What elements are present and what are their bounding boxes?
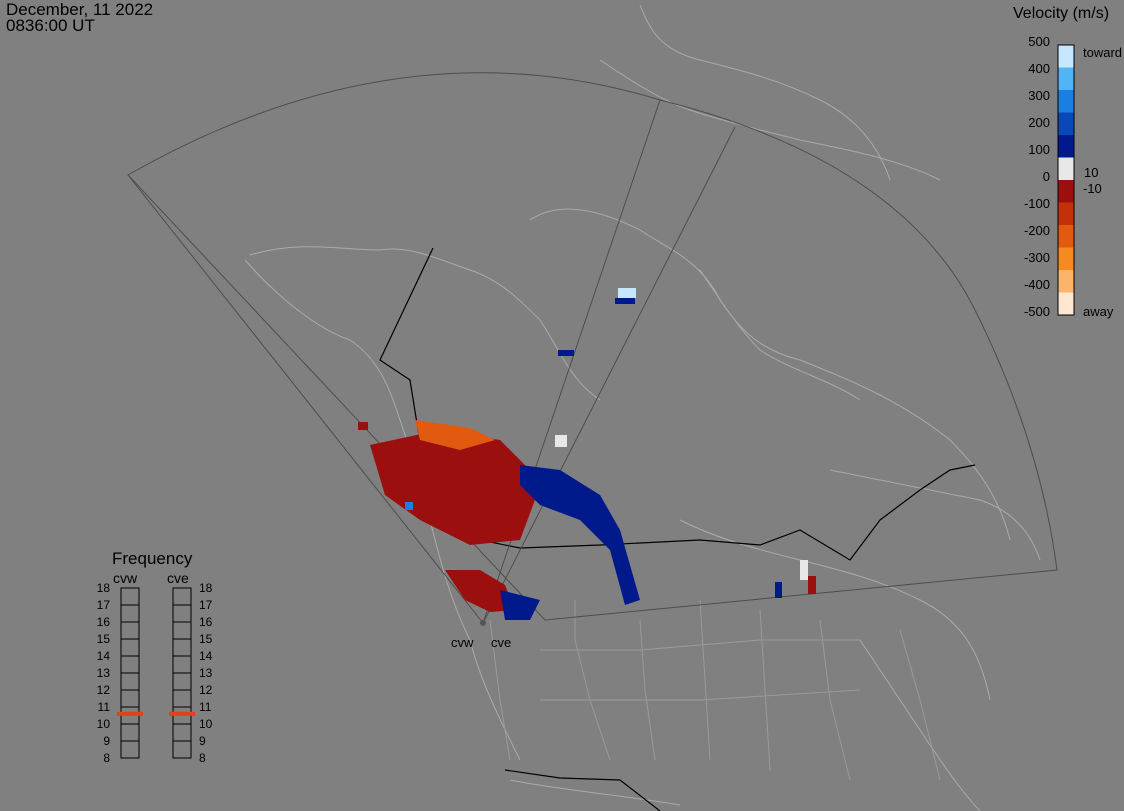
colorbar-swatch	[1058, 67, 1074, 91]
colorbar-swatch	[1058, 90, 1074, 113]
colorbar-swatch	[1058, 45, 1074, 68]
cve-frequency-tick: 9	[199, 734, 206, 748]
frequency-cell	[172, 672, 192, 691]
cvw-frequency-tick: 8	[103, 751, 110, 765]
colorbar-tick: -200	[1023, 223, 1050, 238]
velocity-returns	[358, 288, 816, 620]
cve-frequency-tick: 14	[199, 649, 213, 663]
cvw-frequency-tick: 11	[97, 700, 110, 714]
cvw-frequency-tick: 12	[96, 683, 110, 697]
away-label: away	[1083, 304, 1114, 319]
frequency-panel	[117, 587, 195, 759]
colorbar-swatch	[1058, 202, 1074, 226]
colorbar-swatch	[1058, 292, 1074, 316]
cve-frequency-tick: 12	[199, 683, 213, 697]
frequency-cell	[120, 740, 140, 759]
colorbar-swatch	[1058, 112, 1074, 136]
radar-site-marker	[480, 620, 486, 626]
cvw-frequency-tick: 16	[96, 615, 110, 629]
cve-frequency-tick: 16	[199, 615, 213, 629]
frequency-cell	[120, 672, 140, 691]
frequency-title: Frequency	[112, 549, 193, 568]
frequency-cell	[172, 740, 192, 759]
colorbar-swatch	[1058, 247, 1074, 271]
cvw-frequency-tick: 15	[96, 632, 110, 646]
frequency-cell	[172, 638, 192, 657]
colorbar-tick: -100	[1023, 196, 1050, 211]
frequency-cell	[172, 689, 192, 708]
cve-frequency-tick: 10	[199, 717, 213, 731]
cvw-frequency-tick: 17	[96, 598, 110, 612]
cve-frequency-tick: 11	[199, 700, 212, 714]
frequency-cell	[120, 655, 140, 674]
colorbar-tick: 100	[1028, 142, 1050, 157]
national-border	[379, 247, 976, 811]
cvw-frequency-tick: 10	[96, 717, 110, 731]
colorbar-swatch	[1058, 157, 1074, 181]
frequency-cell	[120, 587, 140, 606]
state-borders	[489, 599, 941, 781]
radar-site-cve: cve	[491, 635, 512, 650]
colorbar-tick: -500	[1023, 304, 1050, 319]
colorbar-tick: 300	[1028, 88, 1050, 103]
colorbar-tick: -400	[1023, 277, 1050, 292]
toward-label: toward	[1083, 45, 1123, 60]
neg-threshold-label: -10	[1083, 181, 1102, 196]
field-of-view	[127, 72, 1058, 624]
coastlines	[244, 4, 1041, 811]
cvw-frequency-tick: 14	[96, 649, 110, 663]
cve-frequency-tick: 13	[199, 666, 213, 680]
frequency-cell	[172, 723, 192, 742]
velocity-colorbar	[1057, 44, 1075, 316]
frequency-cell	[120, 723, 140, 742]
cve-frequency-tick: 18	[199, 581, 213, 595]
colorbar-tick: 500	[1028, 34, 1050, 49]
cve-frequency-indicator	[169, 711, 195, 716]
colorbar-tick: 0	[1042, 169, 1050, 184]
freq-radar-cvw: cvw	[113, 570, 138, 586]
cvw-frequency-tick: 13	[96, 666, 110, 680]
colorbar-title: Velocity (m/s)	[1013, 5, 1110, 22]
frequency-cell	[172, 587, 192, 606]
pos-threshold-label: 10	[1084, 165, 1099, 180]
cvw-frequency-indicator	[117, 711, 143, 716]
colorbar-swatch	[1058, 180, 1074, 203]
colorbar-tick: -300	[1023, 250, 1050, 265]
radar-site-cvw: cvw	[451, 635, 474, 650]
date-label: December, 11 2022	[6, 0, 154, 19]
colorbar-swatch	[1058, 270, 1074, 293]
cve-frequency-tick: 15	[199, 632, 213, 646]
colorbar-outline	[1057, 44, 1075, 316]
frequency-cell	[120, 638, 140, 657]
frequency-cell	[172, 604, 192, 623]
colorbar-swatch	[1058, 135, 1074, 158]
cve-frequency-tick: 8	[199, 751, 206, 765]
colorbar-tick: 200	[1028, 115, 1050, 130]
cvw-frequency-tick: 18	[96, 581, 110, 595]
time-label: 0836:00 UT	[6, 16, 95, 35]
frequency-cell	[120, 621, 140, 640]
frequency-cell	[120, 604, 140, 623]
frequency-cell	[120, 689, 140, 708]
cve-frequency-tick: 17	[199, 598, 213, 612]
colorbar-tick: 400	[1028, 61, 1050, 76]
freq-radar-cve: cve	[167, 570, 189, 586]
cvw-frequency-tick: 9	[103, 734, 110, 748]
frequency-cell	[172, 655, 192, 674]
colorbar-swatch	[1058, 225, 1074, 248]
frequency-cell	[172, 621, 192, 640]
